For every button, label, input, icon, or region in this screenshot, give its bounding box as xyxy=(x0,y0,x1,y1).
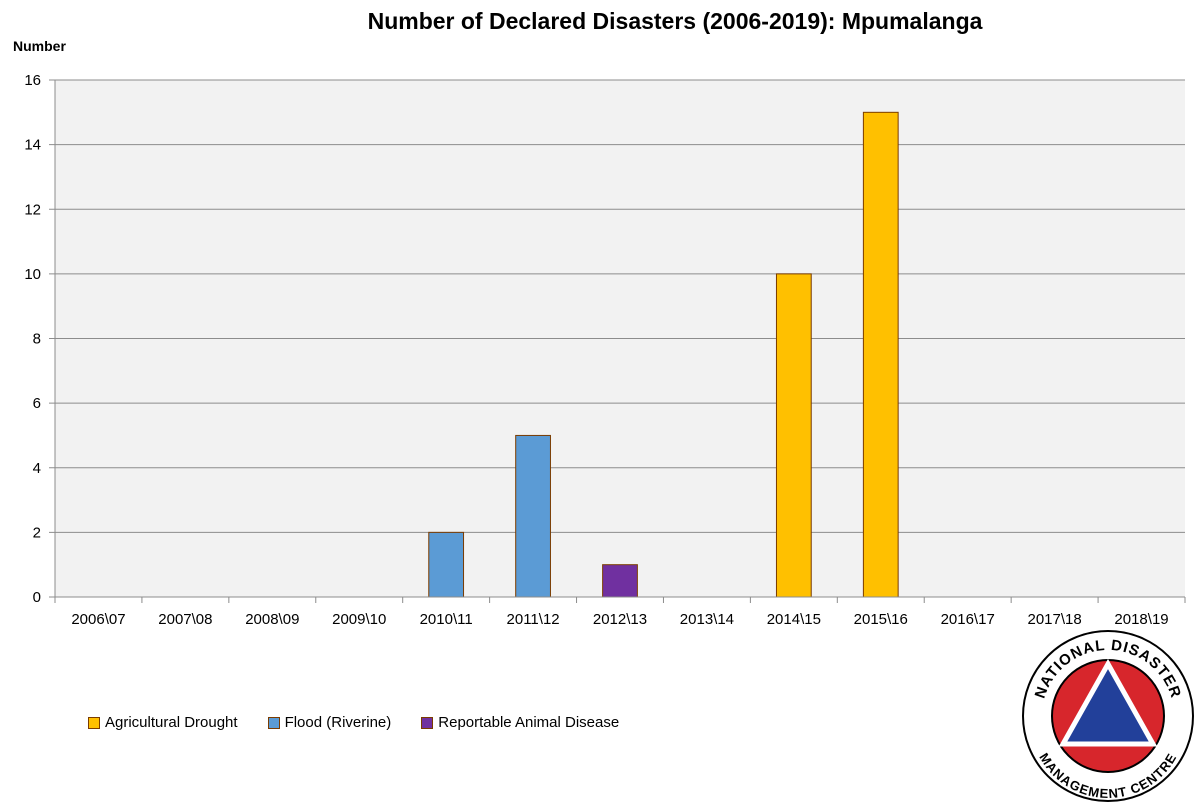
y-tick-label: 0 xyxy=(33,589,41,606)
legend-item: Flood (Riverine) xyxy=(267,714,392,731)
bar xyxy=(515,434,551,598)
legend-item: Reportable Animal Disease xyxy=(421,714,619,731)
x-tick-labels: 2006\07 2007\08 2008\09 2009\10 2010\11 2011\… xyxy=(71,611,1168,628)
x-tick-label: 2010\11 xyxy=(420,611,473,628)
y-tick-label: 2 xyxy=(33,524,41,541)
x-tick-label: 2012\13 xyxy=(593,611,647,628)
bar xyxy=(602,564,638,598)
x-tick-label: 2007\08 xyxy=(158,611,212,628)
chart-title: Number of Declared Disasters (2006-2019)… xyxy=(367,8,983,34)
legend-swatch xyxy=(267,716,280,729)
x-tick-label: 2014\15 xyxy=(767,611,821,628)
y-tick-label: 14 xyxy=(24,137,41,154)
y-tick-label: 8 xyxy=(33,331,41,348)
legend: Agricultural Drought Flood (Riverine) Repo… xyxy=(88,714,649,733)
x-tick-label: 2015\16 xyxy=(854,611,908,628)
axes xyxy=(54,80,1186,603)
logo-triangle xyxy=(1058,658,1158,747)
bars xyxy=(428,111,899,598)
ndmc-logo: NATIONAL DISASTER MANAGEMENT CENTRE xyxy=(1022,630,1194,802)
gridlines xyxy=(49,79,1185,598)
y-tick-label: 4 xyxy=(33,460,41,477)
bar xyxy=(775,273,812,598)
x-tick-label: 2009\10 xyxy=(332,611,386,628)
y-tick-label: 6 xyxy=(33,395,41,412)
y-axis-label: Number xyxy=(13,38,66,54)
y-tick-label: 10 xyxy=(24,266,41,283)
x-tick-label: 2018\19 xyxy=(1114,611,1168,628)
bar xyxy=(862,111,899,598)
bar xyxy=(428,531,465,598)
legend-label: Reportable Animal Disease xyxy=(438,714,620,731)
y-tick-labels: 0 2 4 6 8 10 12 14 16 xyxy=(24,72,41,606)
x-tick-label: 2008\09 xyxy=(245,611,299,628)
legend-label: Flood (Riverine) xyxy=(284,714,392,731)
legend-label: Agricultural Drought xyxy=(105,714,238,731)
legend-item: Agricultural Drought xyxy=(88,714,238,731)
bar-chart: 0 2 4 6 8 10 12 14 16 2006\07 2007\08 2008\09 2009\… xyxy=(24,72,1186,628)
x-tick-label: 2006\07 xyxy=(71,611,125,628)
legend-swatch xyxy=(88,716,100,729)
x-tick-label: 2016\17 xyxy=(941,611,995,628)
y-tick-label: 12 xyxy=(24,201,41,218)
x-tick-label: 2017\18 xyxy=(1027,611,1081,628)
legend-swatch xyxy=(421,716,434,729)
y-tick-label: 16 xyxy=(24,72,41,89)
x-tick-label: 2011\12 xyxy=(507,611,560,628)
x-tick-label: 2013\14 xyxy=(680,611,734,628)
